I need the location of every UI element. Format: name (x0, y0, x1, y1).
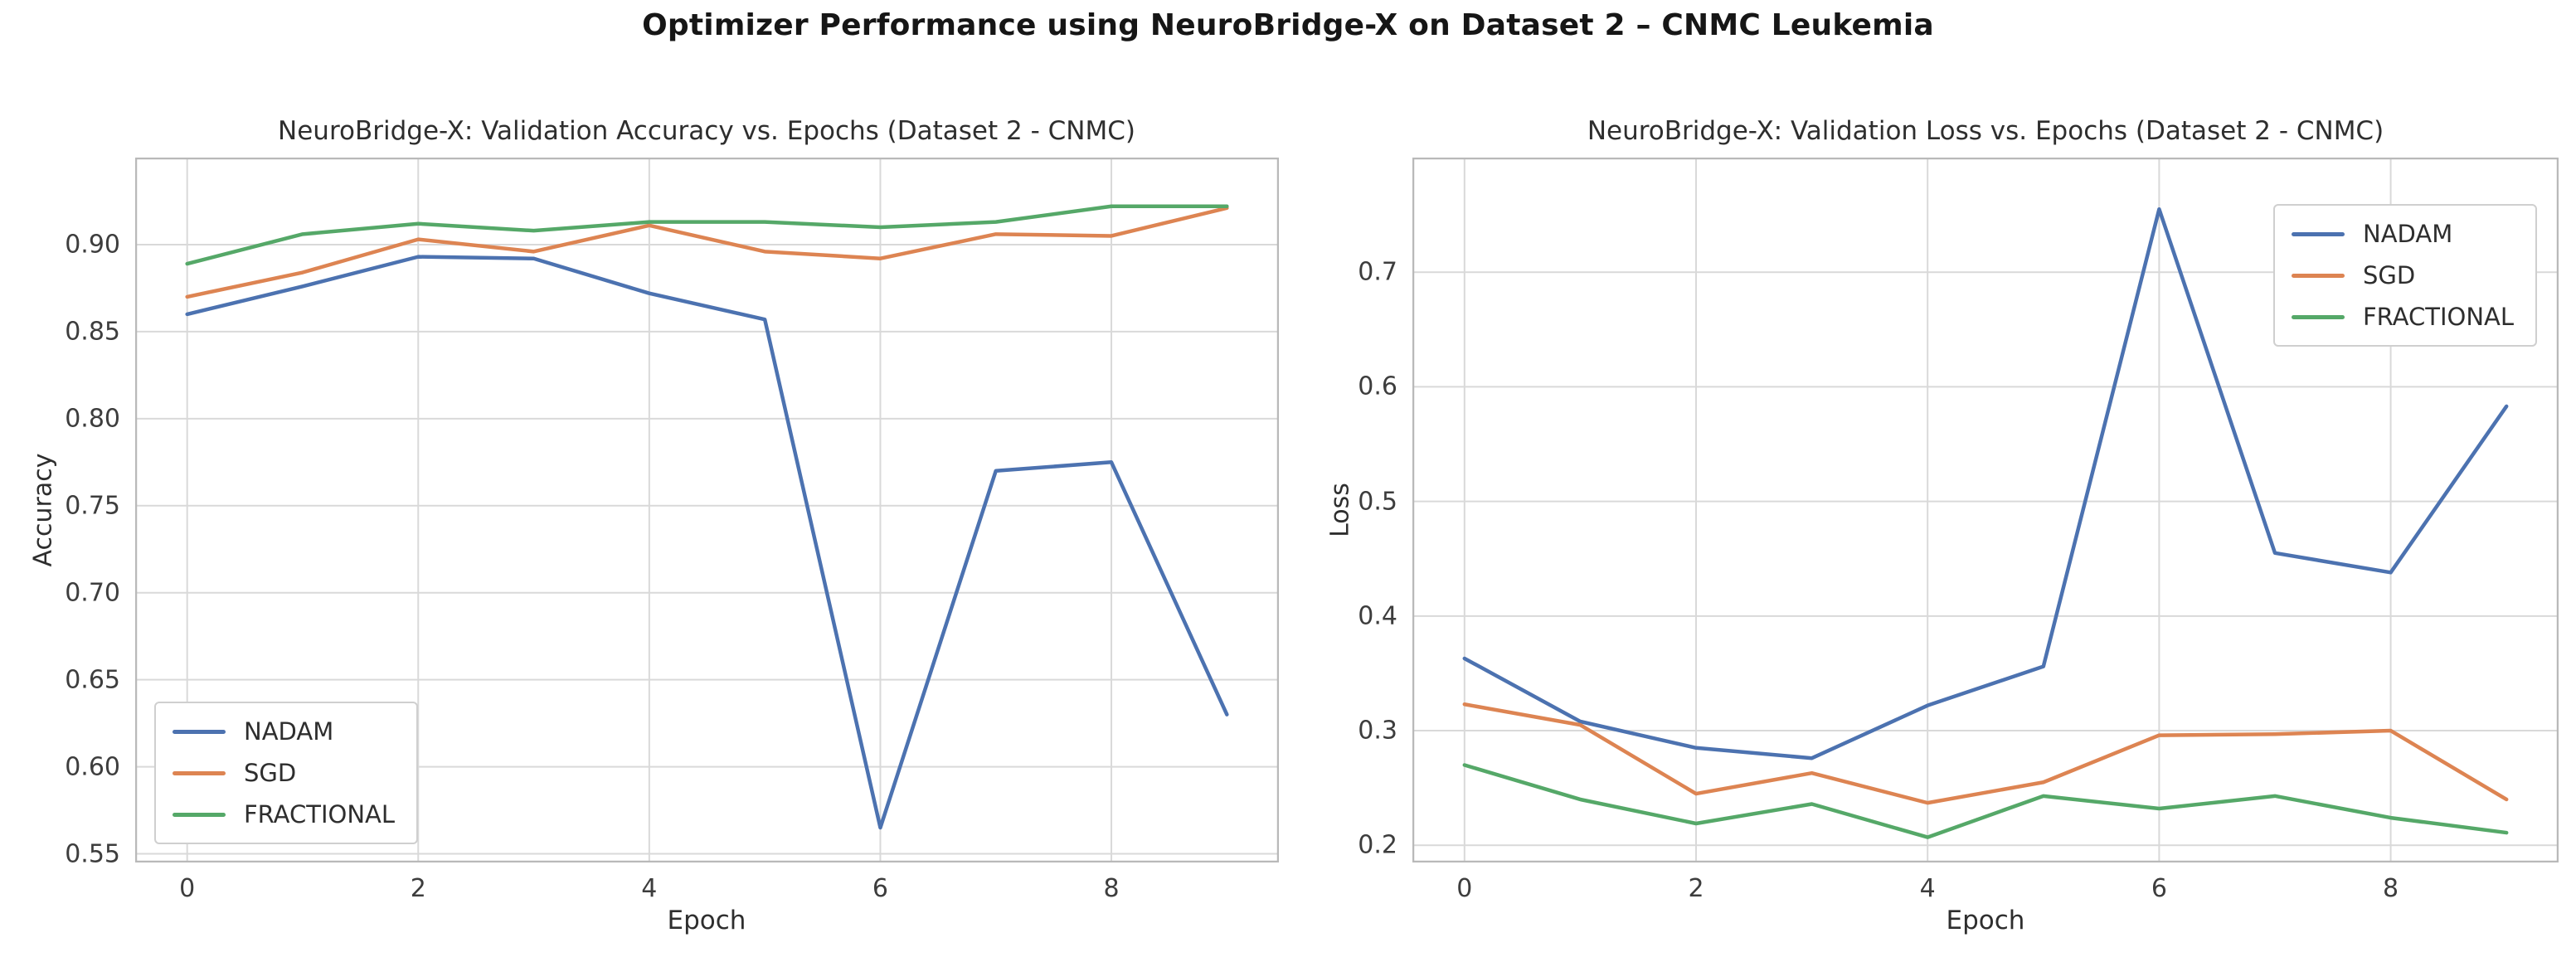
loss-y-axis-label: Loss (1325, 483, 1355, 537)
loss-y-tick-label: 0.4 (1358, 601, 1397, 631)
accuracy-y-tick-label: 0.65 (65, 665, 120, 695)
legend-label: FRACTIONAL (2363, 303, 2515, 331)
accuracy-chart-title: NeuroBridge-X: Validation Accuracy vs. E… (278, 116, 1135, 146)
series-line-nadam (185, 255, 1229, 830)
loss-x-tick-label: 6 (2151, 874, 2167, 903)
loss-y-tick-label: 0.3 (1358, 716, 1397, 746)
legend-line-icon (173, 812, 226, 817)
series-line-fractional (1462, 763, 2509, 839)
accuracy-x-tick-label: 4 (641, 874, 658, 903)
loss-x-tick-label: 2 (1688, 874, 1704, 903)
series-line-sgd (185, 206, 1229, 299)
legend-line-icon (173, 770, 226, 775)
accuracy-y-tick-label: 0.90 (65, 230, 120, 260)
accuracy-x-tick-label: 0 (179, 874, 196, 903)
accuracy-x-axis-label: Epoch (667, 906, 746, 935)
series-line-nadam (1462, 206, 2509, 760)
loss-y-tick-label: 0.5 (1358, 487, 1397, 517)
legend-entry-sgd: SGD (173, 756, 395, 790)
legend-entry-nadam: NADAM (173, 715, 395, 748)
legend-line-icon (2292, 273, 2345, 278)
axes-spines (1412, 158, 2559, 862)
legend-line-icon (2292, 314, 2345, 319)
series-line-sgd (1462, 702, 2509, 805)
loss-legend: NADAM SGD FRACTIONAL (2273, 204, 2538, 347)
accuracy-y-tick-label: 0.80 (65, 404, 120, 434)
accuracy-canvas (135, 158, 1279, 862)
loss-x-axis-label: Epoch (1946, 906, 2025, 935)
accuracy-y-tick-label: 0.70 (65, 578, 120, 608)
accuracy-x-tick-label: 2 (410, 874, 426, 903)
legend-entry-nadam: NADAM (2292, 217, 2514, 250)
accuracy-y-tick-label: 0.75 (65, 491, 120, 521)
legend-label: NADAM (2363, 220, 2453, 248)
legend-label: SGD (244, 759, 297, 787)
accuracy-x-tick-label: 8 (1103, 874, 1120, 903)
accuracy-y-tick-label: 0.85 (65, 317, 120, 347)
loss-y-tick-label: 0.7 (1358, 257, 1397, 287)
accuracy-legend: NADAM SGD FRACTIONAL (154, 702, 419, 844)
loss-x-tick-label: 8 (2383, 874, 2399, 903)
figure-title: Optimizer Performance using NeuroBridge-… (642, 8, 1934, 42)
accuracy-y-axis-label: Accuracy (28, 453, 58, 567)
legend-entry-fractional: FRACTIONAL (2292, 300, 2514, 333)
legend-label: NADAM (244, 717, 334, 746)
accuracy-y-tick-label: 0.55 (65, 839, 120, 868)
accuracy-plot-area (135, 158, 1279, 862)
axes-spines (135, 158, 1279, 862)
legend-entry-sgd: SGD (2292, 259, 2514, 292)
legend-entry-fractional: FRACTIONAL (173, 798, 395, 831)
legend-line-icon (173, 729, 226, 734)
accuracy-y-tick-label: 0.60 (65, 752, 120, 782)
series-line-fractional (185, 204, 1229, 266)
loss-x-tick-label: 0 (1456, 874, 1473, 903)
loss-x-tick-label: 4 (1919, 874, 1936, 903)
legend-label: SGD (2363, 261, 2416, 289)
legend-label: FRACTIONAL (244, 800, 396, 828)
accuracy-x-tick-label: 6 (872, 874, 888, 903)
loss-chart-title: NeuroBridge-X: Validation Loss vs. Epoch… (1587, 116, 2384, 146)
loss-y-tick-label: 0.6 (1358, 372, 1397, 401)
legend-line-icon (2292, 231, 2345, 236)
loss-y-tick-label: 0.2 (1358, 830, 1397, 860)
